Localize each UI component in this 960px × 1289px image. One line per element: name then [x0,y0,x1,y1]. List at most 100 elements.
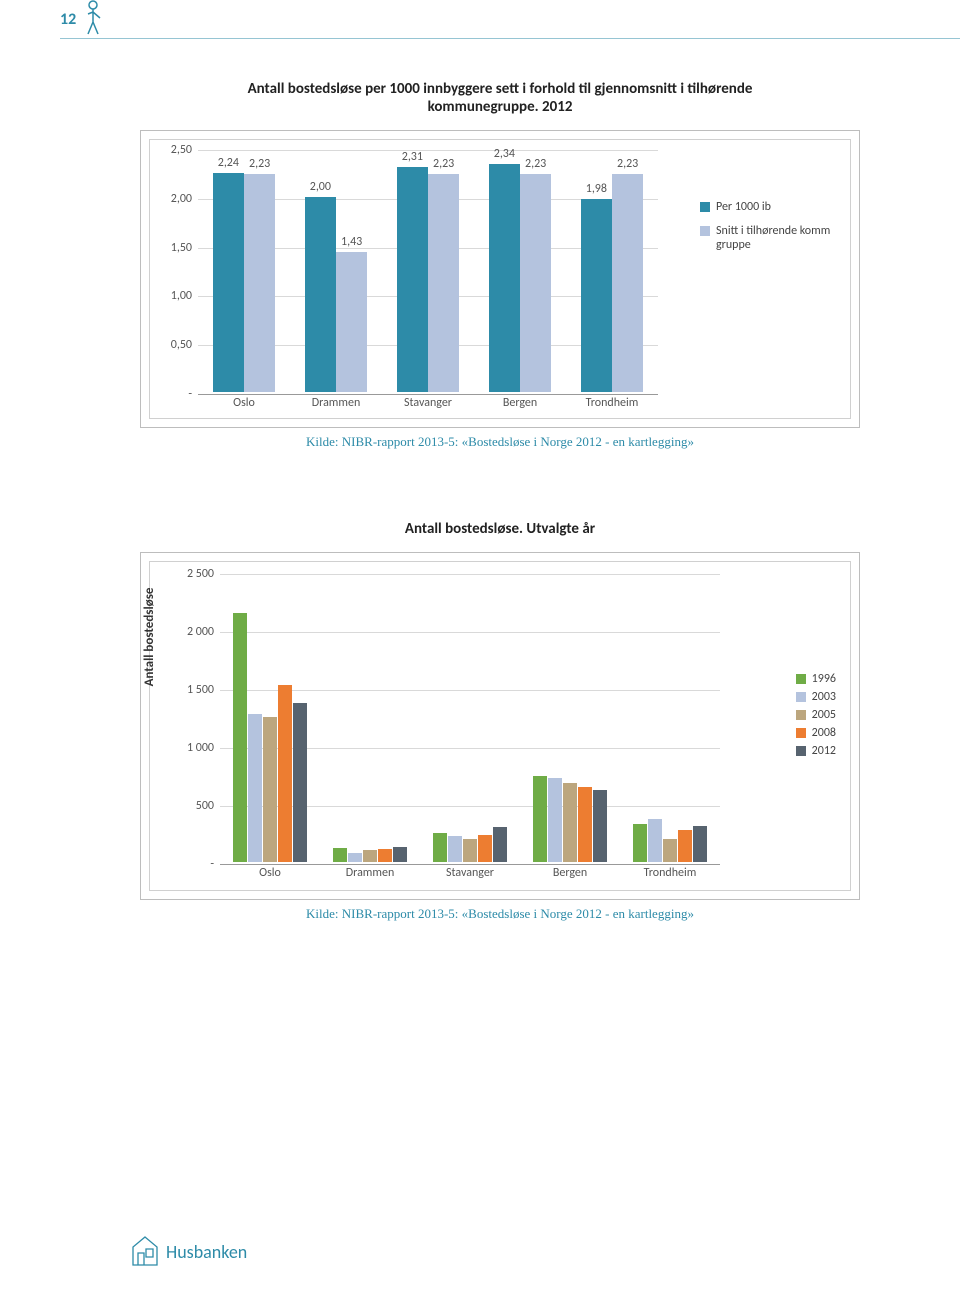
chart2-bar [478,835,492,862]
chart2-bar [263,717,277,862]
chart1-gridline [198,150,658,151]
chart1-legend-item: Per 1000 ib [700,200,840,214]
chart1-xtick: Oslo [233,396,255,410]
chart1-data-label: 2,24 [218,156,239,170]
chart2-bar [563,783,577,862]
chart2-xtick: Trondheim [644,866,697,880]
chart2-ytick: 500 [196,799,214,813]
chart1-title: Antall bostedsløse per 1000 innbyggere s… [140,80,860,116]
chart1-box: - 0,50 1,00 1,50 2,00 2,50 Oslo 2,24 2,23 Drammen… [140,130,860,428]
chart1-ytick: 1,00 [171,289,192,303]
chart2-box: Antall bostedsløse - 500 1 000 1 500 2 000 2 … [140,552,860,900]
chart2-bar [248,714,262,862]
chart2-legend: 1996 2003 2005 2008 2012 [796,672,836,762]
chart2-bar [533,776,547,862]
legend-swatch [700,202,710,212]
chart1-legend: Per 1000 ib Snitt i tilhørende komm grupp… [700,200,840,262]
chart2-bar [378,849,392,862]
chart1-bar [428,174,459,392]
chart1-data-label: 2,23 [617,157,638,171]
legend-label: Snitt i tilhørende komm gruppe [716,224,840,252]
chart2-bar [578,787,592,862]
chart1-data-label: 1,98 [586,182,607,196]
chart2-ylabel: Antall bostedsløse [142,588,157,687]
chart2-bar [493,827,507,862]
chart2-bar [648,819,662,862]
chart2-bar [593,790,607,862]
chart2-bar [333,848,347,862]
chart2-bar [363,850,377,862]
chart1-xtick: Bergen [503,396,537,410]
chart2-legend-item: 1996 [796,672,836,686]
chart1-bar [336,252,367,392]
chart2-title: Antall bostedsløse. Utvalgte år [140,520,860,538]
legend-label: 2008 [812,726,836,740]
chart1-bar [581,199,612,392]
chart1-data-label: 2,23 [249,157,270,171]
chart2-legend-item: 2003 [796,690,836,704]
chart2-bar [433,833,447,862]
chart2-gridline [220,864,720,865]
chart2-bar [548,778,562,862]
legend-label: 2012 [812,744,836,758]
chart2-source: Kilde: NIBR-rapport 2013-5: «Bostedsløse… [140,906,860,922]
chart2-gridline [220,690,720,691]
chart1-gridline [198,394,658,395]
legend-label: Per 1000 ib [716,200,771,214]
legend-label: 2005 [812,708,836,722]
legend-swatch [796,710,806,720]
chart2-bar [278,685,292,862]
legend-swatch [796,692,806,702]
chart1-source: Kilde: NIBR-rapport 2013-5: «Bostedsløse… [140,434,860,450]
chart2-plot-area: Antall bostedsløse -5001 0001 5002 0002 … [149,561,851,891]
chart2-bar [393,847,407,862]
chart1-bar [213,173,244,392]
chart1-data-label: 2,00 [310,180,331,194]
chart1-ytick: 1,50 [171,241,192,255]
chart1-plot-area: - 0,50 1,00 1,50 2,00 2,50 Oslo 2,24 2,23 Drammen… [149,139,851,419]
chart2-bar [678,830,692,862]
chart2-bar [663,839,677,862]
chart2-bar [693,826,707,862]
chart2-ytick: 2 000 [187,625,214,639]
chart1-ytick: 2,50 [171,143,192,157]
chart2-bar [233,613,247,862]
chart2-xtick: Stavanger [446,866,494,880]
legend-swatch [796,674,806,684]
chart2-xtick: Drammen [346,866,395,880]
chart1-bar [244,174,275,392]
chart2-bar [293,703,307,862]
chart2-legend-item: 2005 [796,708,836,722]
chart1-xtick: Stavanger [404,396,452,410]
chart1-bar [305,197,336,392]
legend-label: 2003 [812,690,836,704]
legend-swatch [796,728,806,738]
chart2-ytick: - [210,857,214,871]
chart1-data-label: 1,43 [341,235,362,249]
chart1-bar [520,174,551,392]
chart1-xtick: Trondheim [586,396,639,410]
chart2-bar [463,839,477,862]
chart1-data-label: 2,23 [525,157,546,171]
chart1-data-label: 2,31 [402,150,423,164]
chart1-bar [612,174,643,392]
chart2-xtick: Bergen [553,866,587,880]
chart2-ytick: 1 500 [187,683,214,697]
chart2-bar [348,853,362,862]
chart1-bar [489,164,520,392]
chart1-legend-item: Snitt i tilhørende komm gruppe [700,224,840,252]
chart2-ytick: 1 000 [187,741,214,755]
chart1-ytick: 2,00 [171,192,192,206]
chart2-bar [633,824,647,862]
chart2-bar [448,836,462,862]
chart1-ytick: - [188,387,192,401]
chart2-legend-item: 2012 [796,744,836,758]
chart1-xtick: Drammen [312,396,361,410]
chart1-data-label: 2,23 [433,157,454,171]
chart2-ytick: 2 500 [187,567,214,581]
legend-swatch [700,226,710,236]
chart2-gridline [220,632,720,633]
chart1-ytick: 0,50 [171,338,192,352]
husbanken-logo: Husbanken [130,1235,247,1269]
chart2-gridline [220,574,720,575]
